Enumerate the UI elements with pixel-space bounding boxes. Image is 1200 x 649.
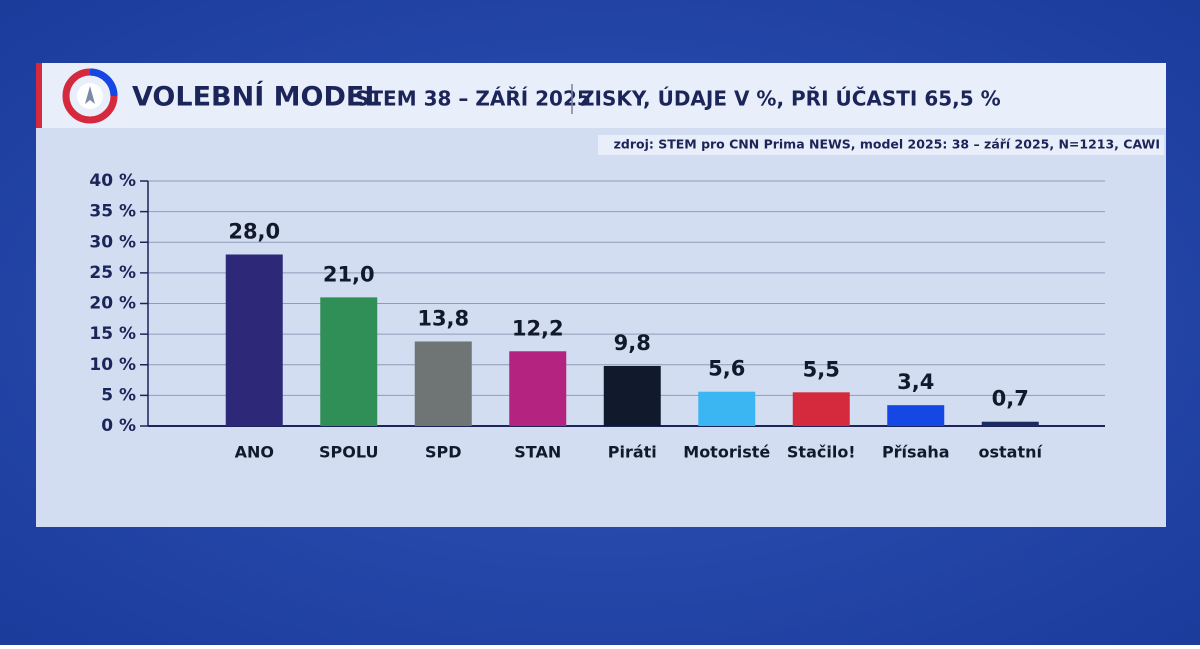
x-tick-label: Piráti [608,443,657,462]
chart-title: VOLEBNÍ MODEL [132,81,382,113]
value-label: 3,4 [897,370,934,394]
panel [36,128,1166,527]
value-label: 12,2 [512,316,564,340]
bar [509,351,567,426]
x-tick-label: Přísaha [882,443,950,462]
bar [981,421,1039,426]
x-tick-label: Motoristé [683,443,770,462]
y-tick-label: 25 % [89,263,136,283]
bar [225,254,283,426]
bar [603,365,661,426]
value-label: 9,8 [614,331,651,355]
x-tick-label: ostatní [979,443,1044,462]
y-tick-label: 20 % [89,294,136,314]
y-tick-label: 10 % [89,355,136,375]
value-label: 5,6 [708,357,745,381]
bar [887,405,945,426]
bar [414,341,472,426]
y-tick-label: 0 % [101,416,136,436]
x-tick-label: Stačilo! [787,443,856,462]
bar [698,391,756,426]
value-label: 13,8 [417,306,469,330]
y-tick-label: 35 % [89,202,136,222]
y-tick-label: 15 % [89,324,136,344]
chart-subtitle: STEM 38 – ZÁŘÍ 2025 [355,87,591,111]
value-label: 0,7 [992,387,1029,411]
y-tick-label: 5 % [101,385,136,405]
value-label: 21,0 [323,262,375,286]
logo [62,68,118,124]
bar [792,392,850,426]
bar [320,297,378,426]
x-tick-label: SPOLU [319,443,378,462]
x-tick-label: STAN [514,443,561,462]
y-tick-label: 40 % [89,171,136,191]
chart-note: ZISKY, ÚDAJE V %, PŘI ÚČASTI 65,5 % [580,87,1001,111]
x-tick-label: ANO [235,443,274,462]
header-band [36,63,1166,128]
value-label: 5,5 [803,357,840,381]
source-band [598,135,1164,155]
y-tick-label: 30 % [89,232,136,252]
x-tick-label: SPD [425,443,462,462]
header-accent [36,63,42,128]
value-label: 28,0 [228,220,280,244]
source: zdroj: STEM pro CNN Prima NEWS, model 20… [614,137,1160,152]
